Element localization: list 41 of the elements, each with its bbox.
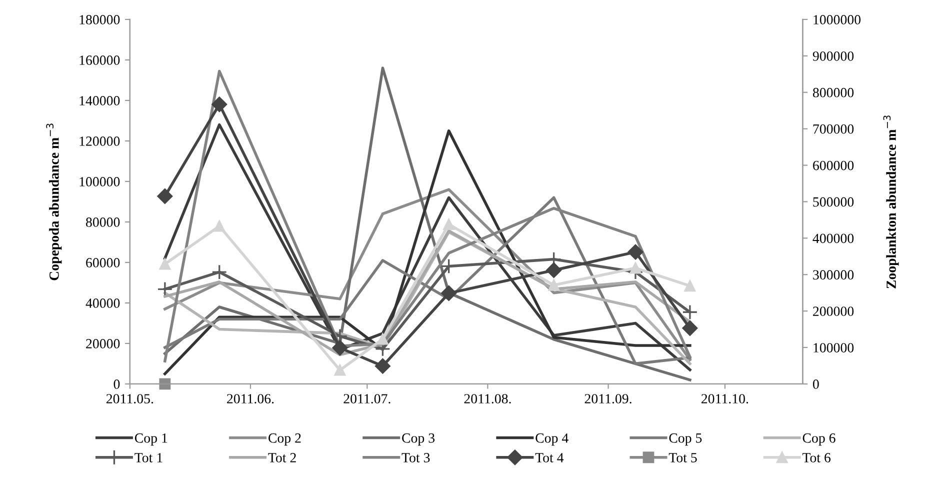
legend-label: Tot 6 <box>802 453 831 462</box>
legend-label: Tot 4 <box>535 453 564 462</box>
legend-label: Cop 6 <box>802 433 836 446</box>
y2-tick-label: 700000 <box>813 124 854 134</box>
x-tick-label: 2011.06. <box>227 394 274 404</box>
y-tick-label: 120000 <box>80 136 120 146</box>
legend-label: Cop 5 <box>669 433 702 446</box>
legend-label: Tot 5 <box>668 453 697 462</box>
y2-tick-label: 900000 <box>812 51 854 61</box>
y2-tick-label: 400000 <box>812 234 854 244</box>
y-axis-title: Copepoda abundance m$^{−3}$ <box>46 124 62 280</box>
x-tick-label: 2011.08. <box>464 394 511 404</box>
y2-tick-label: 500000 <box>813 197 854 207</box>
y2-tick-label: 1000000 <box>814 15 861 24</box>
y-tick-label: 160000 <box>80 56 120 65</box>
legend-label: Tot 2 <box>268 453 296 462</box>
x-tick-label: 2011.09. <box>584 394 632 404</box>
x-tick-label: 2011.10. <box>702 394 748 404</box>
legend-label: Tot 3 <box>402 453 430 462</box>
legend-label: Cop 3 <box>402 433 435 446</box>
y-tick-label: 60000 <box>86 258 120 268</box>
y2-tick-label: 200000 <box>813 306 854 316</box>
y-tick-label: 40000 <box>86 298 120 308</box>
y-tick-label: 140000 <box>80 96 120 106</box>
legend-label: Cop 4 <box>536 433 568 446</box>
legend-label: Tot 1 <box>134 453 162 462</box>
x-tick-label: 2011.07. <box>344 394 390 404</box>
y-tick-label: 0 <box>114 380 120 389</box>
y-tick-label: 100000 <box>80 177 120 186</box>
y2-tick-label: 800000 <box>812 88 854 98</box>
x-tick-label: 2011.05. <box>106 394 154 404</box>
y2-axis-title: Zooplankton abundance m$^{−3}$ <box>883 116 899 288</box>
legend-label: Cop 2 <box>268 433 301 446</box>
y2-tick-label: 600000 <box>813 160 854 170</box>
y2-tick-label: 100000 <box>814 343 854 352</box>
y-tick-label: 180000 <box>80 15 120 24</box>
y2-tick-label: 300000 <box>813 270 854 280</box>
legend-label: Cop 1 <box>134 433 168 446</box>
y-tick-label: 20000 <box>86 339 120 348</box>
y-tick-label: 80000 <box>86 218 120 227</box>
y2-tick-label: 0 <box>812 380 819 389</box>
